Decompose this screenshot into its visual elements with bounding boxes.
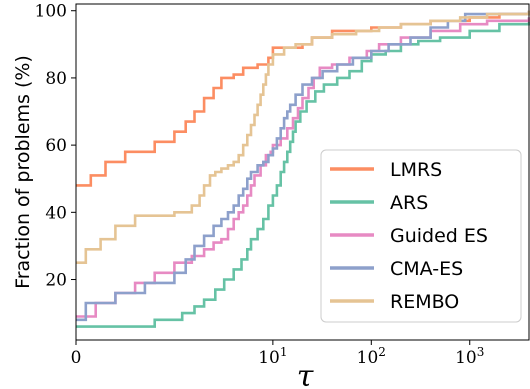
legend-label-0: LMRS xyxy=(390,159,442,181)
legend-entries: LMRS ARS Guided ES CMA-ES REMBO xyxy=(330,159,488,313)
legend-label-1: ARS xyxy=(390,192,428,214)
series-layer xyxy=(76,10,530,328)
legend: LMRS ARS Guided ES CMA-ES REMBO xyxy=(320,149,522,323)
y-tick-label-0: 20 xyxy=(45,271,67,291)
x-tick-label-0: 0 xyxy=(71,348,82,368)
y-tick-label-2: 60 xyxy=(45,136,67,156)
legend-label-4: REMBO xyxy=(390,291,459,313)
x-tick-label-3: 103 xyxy=(455,345,484,368)
x-tick-label-2: 102 xyxy=(357,345,386,368)
y-axis-label: Fraction of problems (%) xyxy=(12,55,34,289)
legend-box xyxy=(320,149,522,323)
y-tick-label-4: 100 xyxy=(35,2,67,22)
legend-label-3: CMA-ES xyxy=(390,258,463,280)
legend-label-2: Guided ES xyxy=(390,225,488,247)
x-axis-label: τ xyxy=(297,359,314,389)
plot-frame xyxy=(75,3,530,341)
axis-layer: 20 40 60 80 100 0 101 102 103 xyxy=(35,2,485,368)
series-line-3 xyxy=(76,10,530,322)
series-line-4 xyxy=(76,10,530,264)
y-tick-label-1: 40 xyxy=(45,203,67,223)
x-tick-label-1: 101 xyxy=(258,345,287,368)
y-tick-label-3: 80 xyxy=(45,69,67,89)
